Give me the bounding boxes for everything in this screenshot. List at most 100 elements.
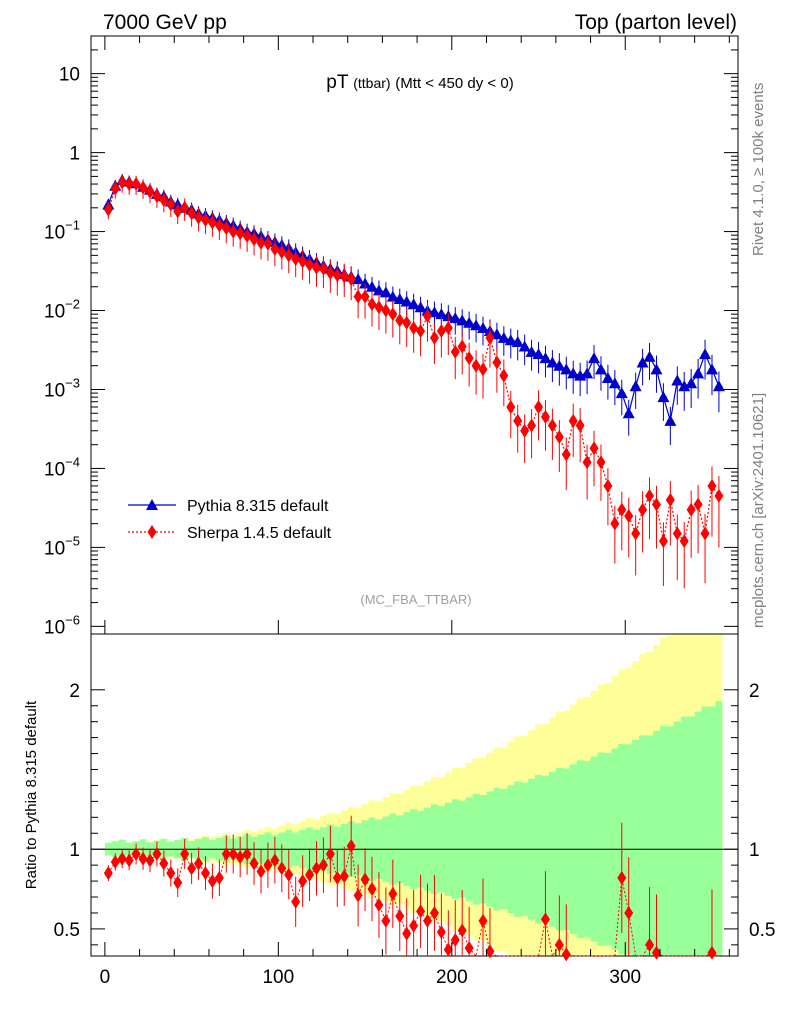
sherpa-point — [561, 447, 571, 462]
y-tick-label: 1 — [69, 144, 80, 165]
pythia-point — [511, 335, 524, 347]
sherpa-point — [651, 497, 661, 512]
sherpa-point — [298, 254, 308, 269]
legend-label: Sherpa 1.4.5 default — [187, 525, 332, 542]
ratio-point — [353, 888, 363, 903]
sherpa-point — [173, 204, 183, 219]
pythia-point — [497, 331, 510, 343]
ratio-axes: 0.5 0.5 1 1 2 2 0 100 200 300 — [54, 36, 775, 988]
sherpa-point — [693, 497, 703, 512]
sherpa-point — [284, 248, 294, 263]
sherpa-point — [395, 313, 405, 328]
ratio-point — [554, 937, 564, 952]
y-tick-base: 10 — [59, 65, 80, 86]
sherpa-point — [499, 368, 509, 383]
pythia-point — [581, 367, 594, 379]
main-frame — [90, 35, 739, 635]
uncertainty-band-inner — [104, 701, 723, 956]
ratio-point — [561, 947, 571, 962]
ratio-y-tick-label: 2 — [69, 681, 80, 702]
sherpa-point — [353, 289, 363, 304]
sherpa-point — [658, 534, 668, 549]
y-tick-label: 10−5 — [44, 533, 80, 559]
sherpa-point — [547, 418, 557, 433]
ratio-y-tick-label: 0.5 — [54, 920, 80, 941]
sherpa-point — [166, 197, 176, 212]
sherpa-point — [672, 526, 682, 541]
pythia-point — [650, 363, 663, 375]
y-tick-base: 10 — [44, 617, 65, 638]
x-tick-label: 300 — [609, 967, 641, 988]
sherpa-point — [256, 235, 266, 250]
sherpa-point — [471, 358, 481, 373]
sherpa-point — [235, 226, 245, 241]
sherpa-point — [534, 400, 544, 415]
y-tick-label: 10−2 — [44, 297, 80, 323]
y-tick-base: 10 — [44, 538, 65, 559]
title-small: (ttbar) — [353, 75, 390, 91]
pythia-point — [657, 391, 670, 403]
pythia-point — [352, 273, 365, 285]
ratio-point — [180, 846, 190, 861]
y-tick-base: 1 — [69, 144, 80, 165]
pythia-point — [518, 340, 531, 352]
sherpa-point — [450, 344, 460, 359]
pythia-point — [560, 363, 573, 375]
ratio-data — [91, 815, 738, 962]
pythia-point — [636, 356, 649, 368]
pythia-point — [615, 387, 628, 399]
sherpa-point — [277, 245, 287, 260]
sherpa-point — [464, 351, 474, 366]
legend-marker-sherpa — [147, 525, 157, 539]
pythia-point — [449, 312, 462, 324]
sherpa-point — [707, 478, 717, 493]
y-tick-exponent: −6 — [65, 612, 80, 627]
pythia-point — [366, 280, 379, 292]
pythia-point — [379, 286, 392, 298]
sherpa-point — [589, 441, 599, 456]
y-tick-base: 10 — [44, 380, 65, 401]
ratio-point — [256, 864, 266, 879]
y-tick-label: 10−6 — [44, 612, 80, 638]
pythia-point — [359, 277, 372, 289]
legend-marker-pythia — [146, 499, 158, 510]
pythia-point — [525, 345, 538, 357]
sherpa-point — [506, 400, 516, 415]
sherpa-point — [554, 430, 564, 445]
sherpa-point — [305, 257, 315, 272]
rivet-label: Rivet 4.1.0, ≥ 100k events — [750, 83, 767, 256]
pythia-point — [664, 414, 677, 426]
pythia-point — [622, 407, 635, 419]
y-tick-exponent: −4 — [65, 454, 80, 469]
pythia-point — [400, 295, 413, 307]
ratio-bands — [104, 634, 723, 956]
title-main: pT — [326, 72, 349, 93]
header-right: Top (parton level) — [575, 11, 737, 34]
ratio-point — [624, 905, 634, 920]
ratio-point — [187, 861, 197, 876]
sherpa-point — [180, 200, 190, 215]
ratio-point — [395, 909, 405, 924]
y-tick-base: 10 — [44, 459, 65, 480]
sherpa-point — [360, 289, 370, 304]
ratio-point — [429, 905, 439, 920]
sherpa-point — [339, 269, 349, 284]
pythia-point — [532, 348, 545, 360]
ratio-point — [339, 869, 349, 884]
y-tick-label: 10 — [59, 65, 80, 86]
sherpa-point — [124, 177, 134, 192]
sherpa-point — [527, 418, 537, 433]
sherpa-point — [416, 324, 426, 339]
pythia-point — [539, 352, 552, 364]
sherpa-point — [187, 206, 197, 221]
pythia-point — [567, 367, 580, 379]
y-tick-exponent: −5 — [65, 533, 80, 548]
sherpa-point — [200, 213, 210, 228]
sherpa-point — [582, 455, 592, 470]
sherpa-point — [131, 177, 141, 192]
sherpa-point — [492, 355, 502, 370]
sherpa-point — [332, 268, 342, 283]
ratio-point — [194, 856, 204, 871]
